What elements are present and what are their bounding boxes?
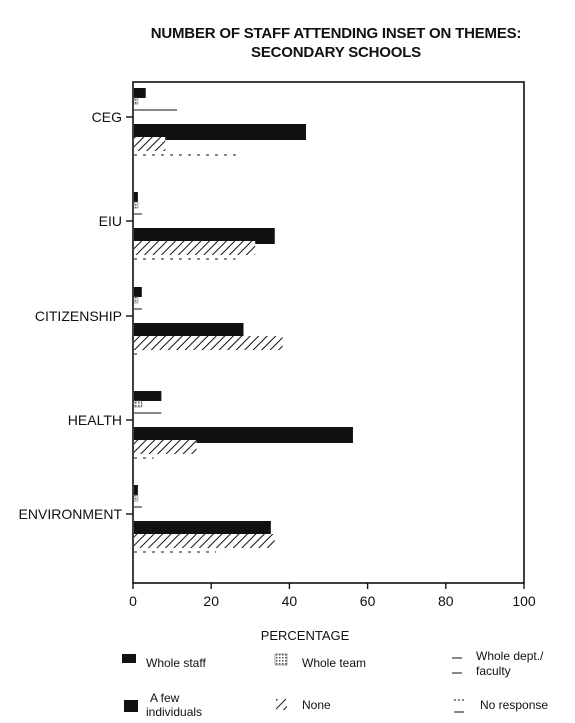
bar-eiu-whole-staff xyxy=(134,192,138,202)
bar-citizenship-none xyxy=(134,336,283,350)
legend-item-whole-dept: Whole dept./ faculty xyxy=(452,649,544,678)
bar-environment-whole-staff xyxy=(134,485,138,495)
x-tick-label-0: 0 xyxy=(129,593,137,609)
category-label-citizenship: CITIZENSHIP xyxy=(35,308,122,324)
x-axis-label: PERCENTAGE xyxy=(261,628,350,643)
bar-ceg-whole-staff xyxy=(134,88,146,98)
legend-item-none: None xyxy=(276,698,331,712)
bar-eiu-whole-team xyxy=(133,201,139,209)
x-tick-label-60: 60 xyxy=(360,593,376,609)
category-label-health: HEALTH xyxy=(68,412,122,428)
legend-label-a-few-individuals-line-1: A few xyxy=(150,691,180,705)
plot-frame xyxy=(132,81,525,584)
bar-eiu-none xyxy=(134,241,256,255)
legend-item-a-few-individuals: A few individuals xyxy=(124,691,202,719)
x-tick-label-80: 80 xyxy=(438,593,454,609)
legend-label-no-response: No response xyxy=(480,698,548,712)
bar-citizenship-a-few-individuals xyxy=(134,323,244,339)
chart-title-line-2: SECONDARY SCHOOLS xyxy=(251,44,421,61)
category-label-environment: ENVIRONMENT xyxy=(19,506,123,522)
chart-title-line-1: NUMBER OF STAFF ATTENDING INSET ON THEME… xyxy=(151,25,521,42)
bar-health-whole-staff xyxy=(134,391,162,401)
legend-label-whole-dept-line-1: Whole dept./ xyxy=(476,649,544,663)
legend-swatch-whole-staff xyxy=(122,654,136,663)
legend-item-whole-staff: Whole staff xyxy=(122,654,206,670)
legend-swatch-a-few-individuals xyxy=(124,700,138,712)
legend-label-whole-team: Whole team xyxy=(302,656,366,670)
bar-ceg-none xyxy=(134,137,166,151)
bar-citizenship-whole-team xyxy=(133,296,139,304)
legend-label-whole-staff: Whole staff xyxy=(146,656,206,670)
legend-item-whole-team: Whole team xyxy=(274,653,366,670)
bar-health-none xyxy=(134,440,197,454)
bar-environment-whole-team xyxy=(133,494,139,502)
x-tick-label-20: 20 xyxy=(203,593,219,609)
bar-citizenship-whole-staff xyxy=(134,287,142,297)
category-label-eiu: EIU xyxy=(99,213,122,229)
bar-health-a-few-individuals xyxy=(134,427,353,443)
legend-label-whole-dept-line-2: faculty xyxy=(476,664,511,678)
legend: Whole staff Whole team Whole dept./ facu… xyxy=(122,649,548,719)
bar-ceg-a-few-individuals xyxy=(134,124,307,140)
category-labels: CEG EIU CITIZENSHIP HEALTH ENVIRONMENT xyxy=(19,109,133,522)
bar-ceg-whole-team xyxy=(133,97,139,105)
bar-environment-none xyxy=(134,534,275,548)
bar-environment-a-few-individuals xyxy=(134,521,271,537)
x-tick-label-40: 40 xyxy=(282,593,298,609)
category-label-ceg: CEG xyxy=(92,109,122,125)
legend-label-a-few-individuals-line-2: individuals xyxy=(146,705,202,719)
bar-health-whole-team xyxy=(133,400,143,408)
legend-swatch-whole-team xyxy=(274,653,288,666)
legend-item-no-response: No response xyxy=(454,698,548,713)
bar-eiu-a-few-individuals xyxy=(134,228,275,244)
x-axis-ticks: 0 20 40 60 80 100 xyxy=(129,583,536,609)
x-tick-label-100: 100 xyxy=(512,593,536,609)
plot-area xyxy=(132,81,525,584)
legend-label-none: None xyxy=(302,698,331,712)
legend-swatch-none xyxy=(276,699,287,710)
